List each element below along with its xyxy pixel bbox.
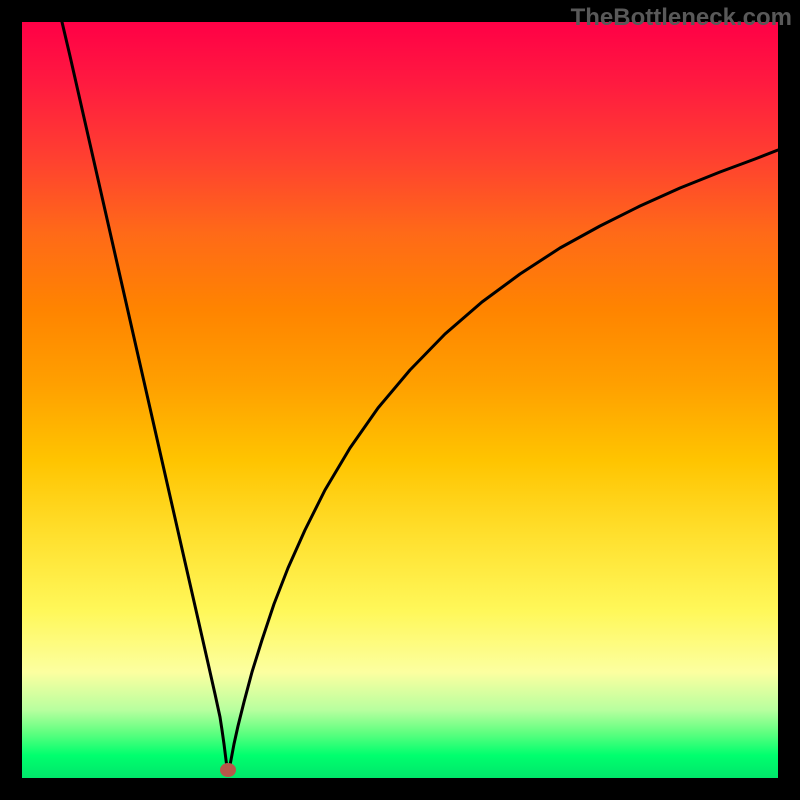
chart-container: TheBottleneck.com [0, 0, 800, 800]
optimum-marker [220, 763, 236, 777]
watermark-text: TheBottleneck.com [571, 4, 792, 31]
bottleneck-chart: TheBottleneck.com [0, 0, 800, 800]
plot-background [22, 22, 778, 778]
